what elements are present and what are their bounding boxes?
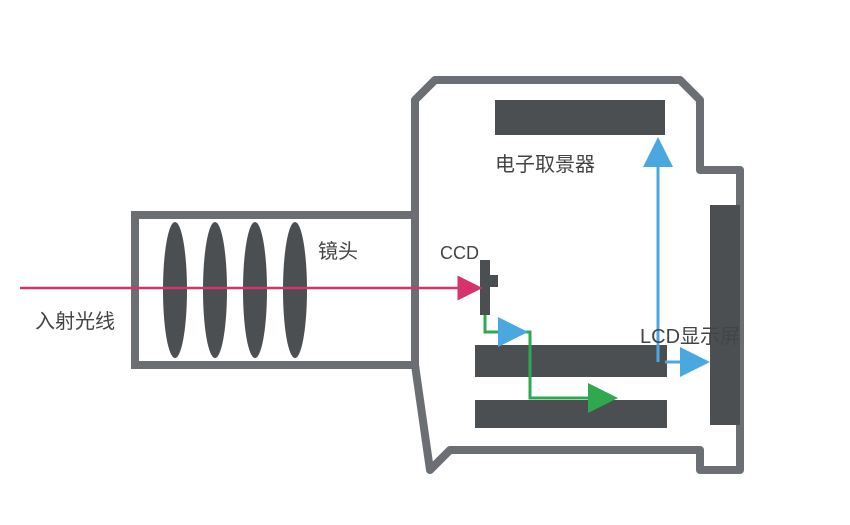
label-lcd: LCD显示屏: [640, 320, 740, 349]
ccd-block: [480, 260, 490, 315]
camera-diagram: [0, 0, 850, 525]
label-evf: 电子取景器: [495, 148, 595, 177]
label-ccd: CCD: [440, 243, 479, 264]
lens-elements: [163, 222, 307, 358]
label-incident-light: 入射光线: [35, 305, 115, 334]
ccd-tab: [490, 275, 498, 287]
processor-block-1: [475, 345, 667, 377]
label-lens: 镜头: [318, 235, 358, 264]
processor-block-2: [475, 400, 667, 428]
lcd-block: [710, 205, 740, 425]
evf-block: [495, 100, 665, 135]
